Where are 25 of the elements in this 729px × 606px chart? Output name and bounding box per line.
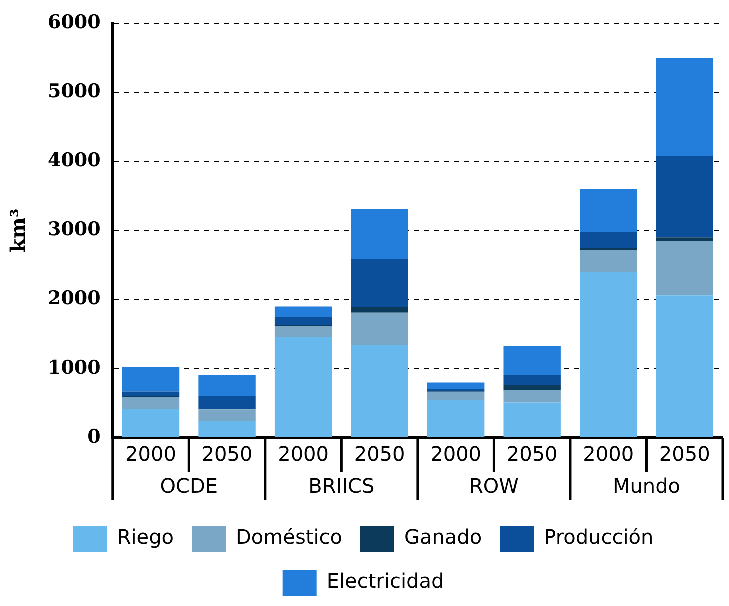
x-tick-label: 2050 bbox=[659, 442, 710, 466]
y-axis-title: km³ bbox=[6, 208, 30, 253]
text: BRIICS bbox=[308, 474, 375, 498]
y-tick-label: 4000 bbox=[48, 150, 101, 172]
x-tick-label: 2000 bbox=[126, 442, 176, 466]
y-tick-label: 2000 bbox=[48, 288, 101, 310]
legend-label: Riego bbox=[117, 525, 174, 550]
y-tick-label: 6000 bbox=[48, 11, 101, 34]
x-tick-label: 2000 bbox=[583, 442, 634, 466]
text: ROW bbox=[469, 474, 520, 498]
y-tick-label: 5000 bbox=[48, 80, 101, 102]
x-tick-label: 2000 bbox=[278, 442, 329, 466]
y-tick-label: 1000 bbox=[48, 356, 101, 379]
x-tick-label: 2000 bbox=[430, 442, 482, 466]
legend-label: Producción bbox=[544, 525, 654, 550]
legend-label: Doméstico bbox=[236, 525, 343, 550]
legend-label: Ganado bbox=[404, 525, 482, 550]
x-tick-label: 2050 bbox=[506, 442, 558, 466]
x-tick-label: 2050 bbox=[354, 442, 406, 466]
legend-label: Electricidad bbox=[326, 569, 444, 594]
text: OCDE bbox=[160, 474, 218, 498]
y-tick-label: 0 bbox=[88, 426, 101, 448]
y-tick-label: 3000 bbox=[48, 218, 101, 241]
text: Mundo bbox=[612, 474, 681, 498]
x-tick-label: 2050 bbox=[202, 442, 253, 466]
